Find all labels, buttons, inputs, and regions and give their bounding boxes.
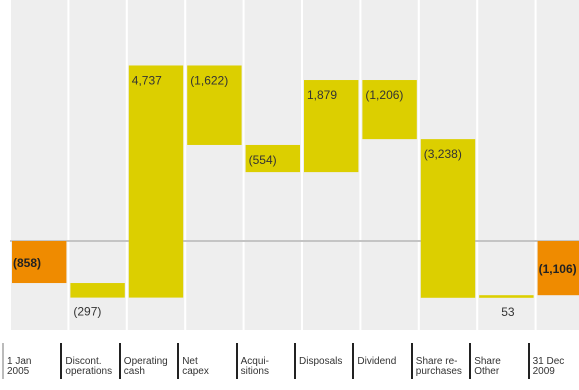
bar	[304, 80, 359, 173]
category-label: Net capex	[177, 343, 209, 379]
bar	[420, 139, 476, 298]
category-label: Operating cash	[118, 343, 168, 379]
bar	[70, 283, 125, 298]
bar	[12, 241, 67, 284]
category-label: Share Other	[469, 343, 501, 379]
value-label: (297)	[73, 305, 101, 319]
value-label: (3,238)	[424, 147, 462, 161]
bar	[479, 295, 534, 298]
value-label: (1,106)	[539, 262, 577, 276]
category-label: Discont. operations	[60, 343, 112, 379]
bar	[362, 80, 417, 140]
category-label: 31 Dec 2009	[527, 343, 564, 379]
value-label: 53	[501, 305, 515, 319]
value-label: (1,206)	[365, 88, 403, 102]
bar	[537, 241, 579, 296]
category-label: Dividend	[352, 343, 396, 379]
category-label: Acqui- sitions	[235, 343, 269, 379]
value-label: 4,737	[132, 73, 162, 87]
value-label: 1,879	[307, 88, 337, 102]
bar	[245, 144, 300, 173]
category-label: Disposals	[294, 343, 342, 379]
bar	[187, 65, 242, 145]
value-label: (858)	[13, 256, 41, 270]
value-label: (554)	[249, 153, 277, 167]
category-label: 1 Jan 2005	[2, 343, 31, 379]
category-label: Share re- purchases	[410, 343, 462, 379]
bar	[128, 65, 184, 298]
value-label: (1,622)	[190, 73, 228, 87]
